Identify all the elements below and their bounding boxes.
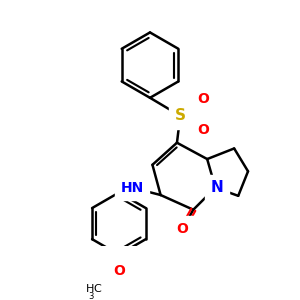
Text: C: C [94,284,101,294]
Text: N: N [211,180,224,195]
Text: HN: HN [120,181,144,195]
Text: H: H [86,284,94,294]
Text: O: O [197,124,209,137]
Text: O: O [197,92,209,106]
Text: O: O [177,221,189,236]
Text: S: S [175,108,186,123]
Text: 3: 3 [88,292,93,300]
Text: O: O [113,264,125,278]
